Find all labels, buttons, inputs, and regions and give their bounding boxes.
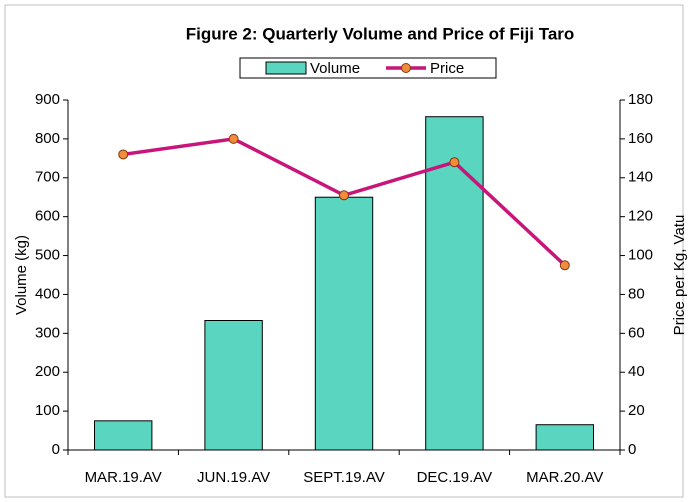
y-tick-label: 100 [35, 402, 60, 419]
bar [93, 420, 153, 451]
y2-tick-label: 120 [628, 208, 653, 225]
price-marker [559, 260, 570, 271]
legend-swatch [265, 61, 307, 75]
y2-tick-label: 140 [628, 169, 653, 186]
y2-tick-label: 80 [628, 285, 645, 302]
y2-axis-label: Price per Kg, Vatu [671, 215, 688, 336]
y2-tick-label: 60 [628, 324, 645, 341]
y-tick-label: 700 [35, 169, 60, 186]
price-marker [228, 133, 239, 144]
y2-tick-label: 40 [628, 363, 645, 380]
legend-marker [401, 63, 411, 73]
y-tick-label: 400 [35, 285, 60, 302]
bar [204, 320, 263, 451]
y2-tick-label: 180 [628, 91, 653, 108]
y2-tick-label: 0 [628, 441, 636, 458]
y-tick-label: 900 [35, 91, 60, 108]
y-tick-label: 500 [35, 247, 60, 264]
price-marker [339, 190, 349, 201]
y2-tick-label: 20 [628, 402, 645, 419]
price-marker [118, 149, 129, 160]
y-tick-label: 600 [35, 208, 60, 225]
x-tick-label: DEC.19.AV [417, 469, 493, 486]
legend-label: Price [430, 60, 464, 77]
y2-tick-label: 160 [628, 130, 653, 147]
bar [535, 424, 595, 451]
x-tick-label: MAR.20.AV [526, 469, 603, 486]
chart-title: Figure 2: Quarterly Volume and Price of … [186, 24, 575, 43]
x-tick-label: SEPT.19.AV [303, 469, 384, 486]
y-axis-label: Volume (kg) [13, 235, 30, 315]
price-marker [449, 157, 460, 168]
y-tick-label: 800 [35, 130, 60, 147]
legend-label: Volume [310, 60, 360, 77]
y-tick-label: 200 [35, 363, 60, 380]
x-tick-label: MAR.19.AV [85, 469, 162, 486]
y-tick-label: 300 [35, 324, 60, 341]
bar [314, 196, 374, 451]
x-tick-label: JUN.19.AV [197, 469, 270, 486]
y-tick-label: 0 [52, 441, 60, 458]
y2-tick-label: 100 [628, 247, 653, 264]
